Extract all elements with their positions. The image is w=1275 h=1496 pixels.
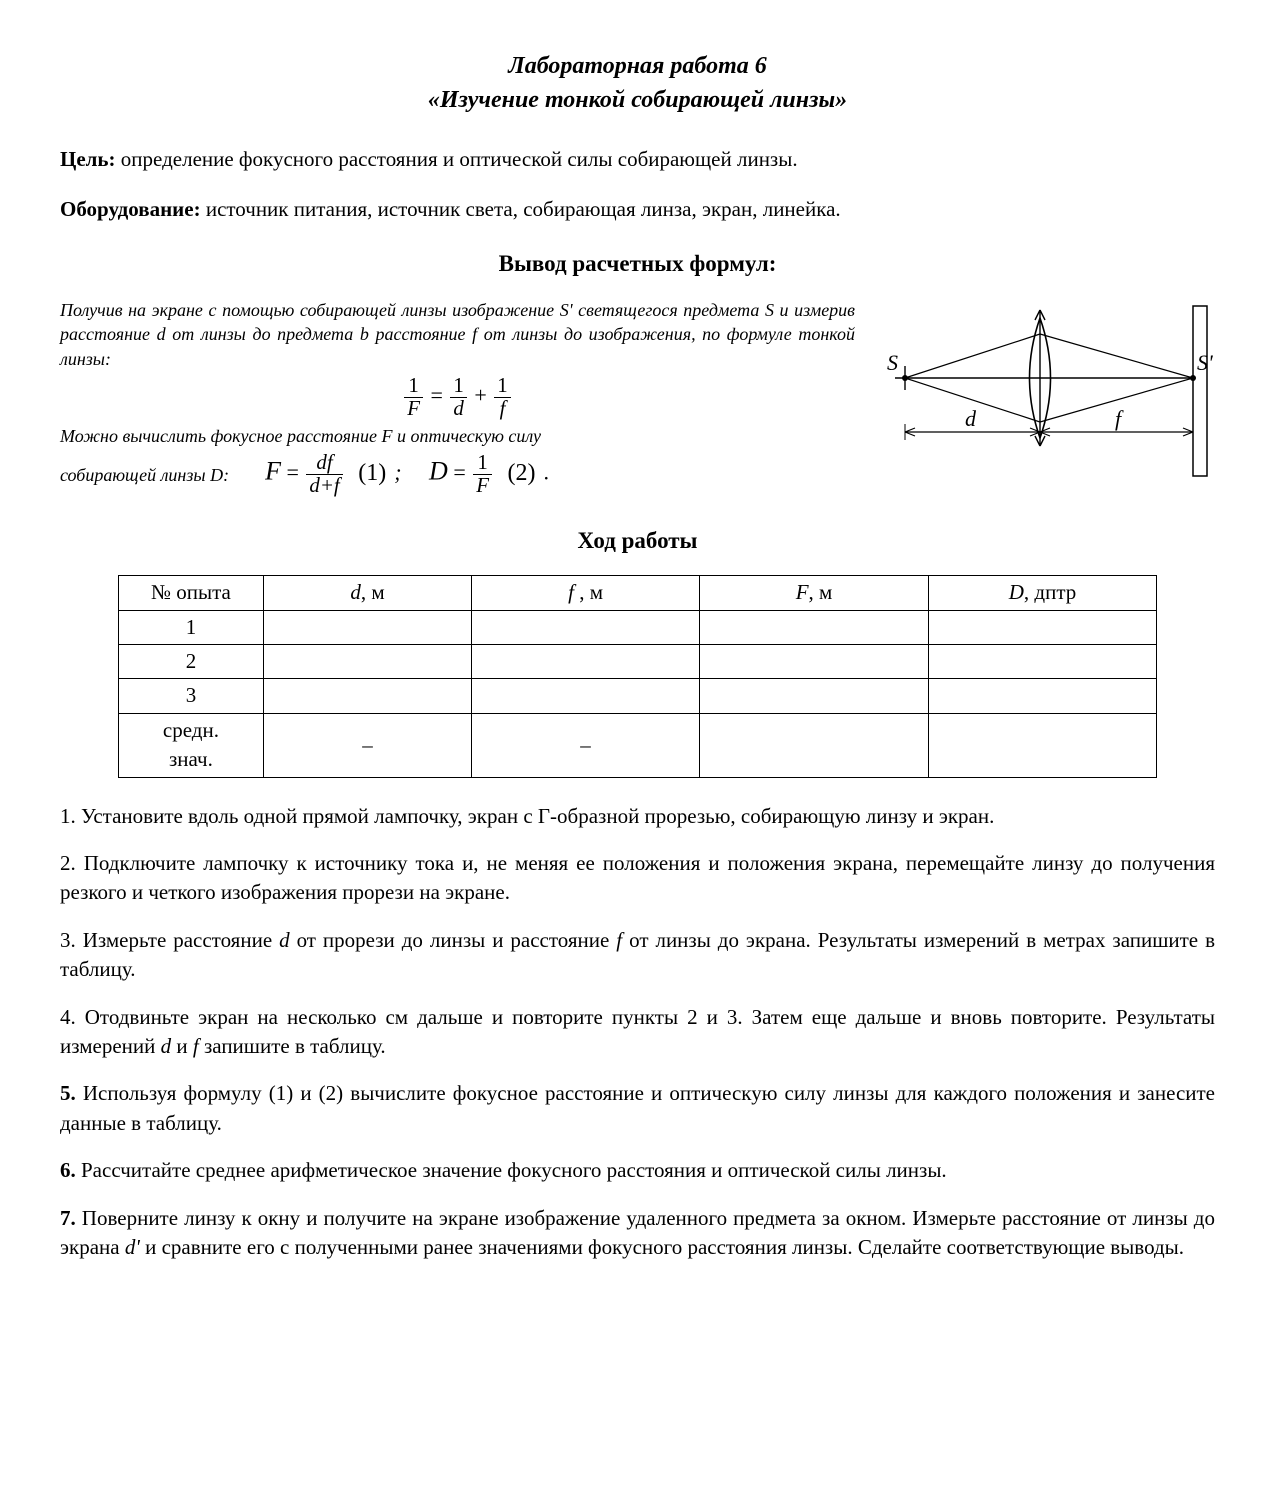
table-header-cell: f , м: [471, 576, 699, 610]
step-text: и сравните его с полученными ранее значе…: [140, 1235, 1184, 1259]
table-header-row: № опытаd, мf , мF, мD, дптр: [118, 576, 1157, 610]
lens-diagram-svg: S S' d f: [875, 298, 1215, 488]
table-row: 2: [118, 645, 1157, 679]
table-cell: [471, 679, 699, 713]
step-item: 4. Отодвиньте экран на несколько см даль…: [60, 1003, 1215, 1062]
table-row: 3: [118, 679, 1157, 713]
table-cell: [471, 645, 699, 679]
table-cell: [700, 679, 928, 713]
step-text: и: [171, 1034, 193, 1058]
step-text: Установите вдоль одной прямой лампочку, …: [76, 804, 995, 828]
goal-text: определение фокусного расстояния и оптич…: [116, 147, 798, 171]
table-header-cell: № опыта: [118, 576, 263, 610]
thin-lens-formula: 1F = 1d + 1f: [60, 375, 855, 420]
step-item: 3. Измерьте расстояние d от прорези до л…: [60, 926, 1215, 985]
step-number: 3.: [60, 928, 76, 952]
step-item: 1. Установите вдоль одной прямой лампочк…: [60, 802, 1215, 831]
table-cell: [928, 713, 1157, 777]
table-cell: [700, 610, 928, 644]
step-number: 5.: [60, 1081, 76, 1105]
step-number: 1.: [60, 804, 76, 828]
step-number: 2.: [60, 851, 76, 875]
equipment-label: Оборудование:: [60, 197, 201, 221]
derivation-heading: Вывод расчетных формул:: [60, 248, 1215, 280]
row-number-cell: 3: [118, 679, 263, 713]
intro-text-2: Можно вычислить фокусное расстояние F и …: [60, 424, 855, 448]
step-text: Измерьте расстояние: [76, 928, 279, 952]
equipment-paragraph: Оборудование: источник питания, источник…: [60, 195, 1215, 224]
steps-list: 1. Установите вдоль одной прямой лампочк…: [60, 802, 1215, 1263]
results-table: № опытаd, мf , мF, мD, дптр 123средн.зна…: [118, 575, 1158, 777]
step-item: 2. Подключите лампочку к источнику тока …: [60, 849, 1215, 908]
step-item: 5. Используя формулу (1) и (2) вычислите…: [60, 1079, 1215, 1138]
step-text: Рассчитайте среднее арифметическое значе…: [76, 1158, 947, 1182]
goal-label: Цель:: [60, 147, 116, 171]
step-text: Подключите лампочку к источнику тока и, …: [60, 851, 1215, 904]
diagram-label-d: d: [965, 406, 977, 431]
table-row: 1: [118, 610, 1157, 644]
table-cell: –: [471, 713, 699, 777]
step-text: от прорези до линзы и расстояние: [290, 928, 617, 952]
table-cell: [264, 610, 472, 644]
step-number: 7.: [60, 1206, 76, 1230]
avg-label-cell: средн.знач.: [118, 713, 263, 777]
table-cell: [928, 610, 1157, 644]
lens-diagram: S S' d f: [875, 298, 1215, 501]
derivation-text: Получив на экране с помощью собирающей л…: [60, 298, 855, 501]
table-header-cell: F, м: [700, 576, 928, 610]
table-cell: [928, 645, 1157, 679]
step-text-italic: d: [279, 928, 290, 952]
step-text-italic: d: [161, 1034, 172, 1058]
intro-text-3: собирающей линзы D:: [60, 463, 229, 487]
table-cell: –: [264, 713, 472, 777]
goal-paragraph: Цель: определение фокусного расстояния и…: [60, 145, 1215, 174]
document-title: Лабораторная работа 6 «Изучение тонкой с…: [60, 50, 1215, 117]
step-text: Используя формулу (1) и (2) вычислите фо…: [60, 1081, 1215, 1134]
table-header-cell: D, дптр: [928, 576, 1157, 610]
equipment-text: источник питания, источник света, собира…: [201, 197, 841, 221]
table-cell: [700, 713, 928, 777]
table-cell: [264, 645, 472, 679]
table-cell: [471, 610, 699, 644]
formula-line-2: собирающей линзы D: F = dfd+f (1); D = 1…: [60, 448, 855, 501]
step-item: 7. Поверните линзу к окну и получите на …: [60, 1204, 1215, 1263]
table-avg-row: средн.знач.––: [118, 713, 1157, 777]
table-cell: [928, 679, 1157, 713]
table-header-cell: d, м: [264, 576, 472, 610]
title-line-1: Лабораторная работа 6: [60, 50, 1215, 84]
table-cell: [264, 679, 472, 713]
diagram-label-f: f: [1115, 406, 1124, 431]
step-text: запишите в таблицу.: [199, 1034, 386, 1058]
table-cell: [700, 645, 928, 679]
diagram-label-sprime: S': [1197, 350, 1213, 375]
work-heading: Ход работы: [60, 525, 1215, 557]
title-line-2: «Изучение тонкой собирающей линзы»: [60, 84, 1215, 118]
step-item: 6. Рассчитайте среднее арифметическое зн…: [60, 1156, 1215, 1185]
intro-text-1: Получив на экране с помощью собирающей л…: [60, 298, 855, 371]
derivation-block: Получив на экране с помощью собирающей л…: [60, 298, 1215, 501]
row-number-cell: 1: [118, 610, 263, 644]
step-number: 4.: [60, 1005, 76, 1029]
step-number: 6.: [60, 1158, 76, 1182]
step-text-italic: d': [125, 1235, 140, 1259]
row-number-cell: 2: [118, 645, 263, 679]
diagram-label-s: S: [887, 350, 898, 375]
